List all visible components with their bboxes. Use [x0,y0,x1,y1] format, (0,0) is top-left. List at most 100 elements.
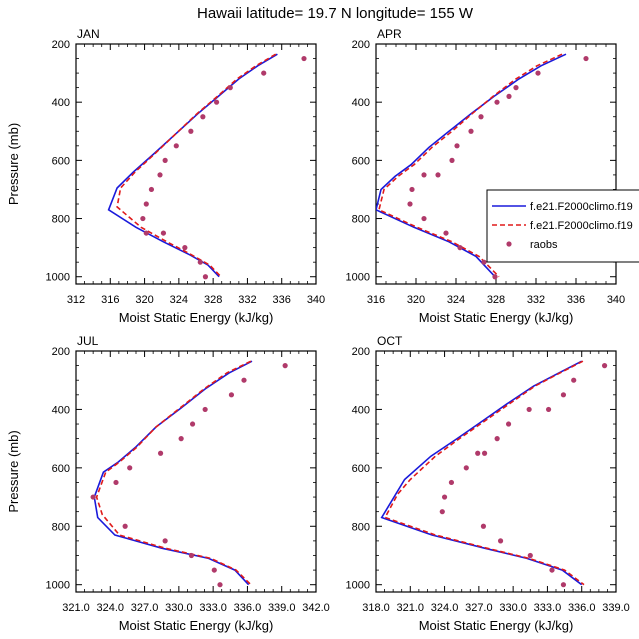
raobs-point [571,377,577,383]
raobs-point [601,363,608,369]
x-tick-label: 327.0 [465,602,493,614]
x-tick-label: 339.0 [268,602,296,614]
raobs-point [527,552,533,559]
x-tick-label: 320 [407,294,425,306]
raobs-point [407,201,413,207]
panel-label: APR [377,27,402,41]
model-line-dashed [383,360,585,586]
plot-area [380,360,608,588]
raobs-point [228,392,235,398]
plot-area [376,53,589,280]
raobs-point [480,523,487,529]
raobs-point [148,186,155,193]
panel-jul: JUL 321.0 324.0 327.0 330.0 333.0 336.0 339.0 34… [6,334,330,633]
plot-area [107,53,307,280]
model-line-solid [380,360,583,586]
x-tick-label: 333.0 [199,602,227,614]
x-tick-label: 336 [273,294,291,306]
raobs-point [162,538,168,544]
raobs-point [443,230,449,236]
raobs-point [160,230,167,236]
raobs-point [505,421,512,427]
y-tick-label: 200 [52,346,70,358]
raobs-point [213,99,220,105]
legend-marker [506,241,512,247]
raobs-point [494,99,500,105]
raobs-point [200,114,206,120]
raobs-point [463,465,469,471]
raobs-point [189,421,196,427]
plot-frame [75,43,317,285]
raobs-point [202,274,209,280]
raobs-point [122,523,128,529]
x-tick-label: 339.0 [602,602,630,614]
raobs-point [113,479,119,486]
raobs-point [478,114,484,120]
y-tick-label: 200 [52,39,70,51]
y-tick-label: 200 [352,39,370,51]
raobs-point [162,157,168,163]
raobs-point [173,143,179,149]
raobs-point [227,85,233,91]
x-tick-label: 330.0 [499,602,527,614]
legend-box [486,189,639,263]
x-tick-label: 332 [238,294,256,306]
y-tick-label: 400 [352,97,370,109]
legend: f.e21.F2000climo.f19 f.e21.F2000climo.f19… [486,189,639,263]
panel-label: OCT [377,334,403,348]
raobs-point [188,552,195,559]
raobs-point [143,201,149,207]
plot-area [90,360,288,588]
model-line-solid [93,360,253,586]
y-tick-label: 800 [52,521,70,533]
x-tick-label: 316 [101,294,119,306]
raobs-point [549,567,555,573]
y-tick-label: 600 [352,463,370,475]
raobs-point [409,186,415,193]
raobs-point [211,567,217,573]
raobs-point [535,70,541,76]
raobs-point [506,93,512,99]
raobs-point [457,245,463,251]
raobs-point [197,259,203,265]
raobs-point [448,479,455,486]
raobs-point [421,172,427,178]
y-tick-label: 1000 [346,272,370,284]
raobs-point [560,582,567,588]
panel-apr: APR 316 320 324 328 332 336 340 200 400 600 800 1000… [346,27,626,325]
y-tick-label: 1000 [46,580,70,592]
raobs-point [127,465,133,471]
x-tick-label: 333.0 [534,602,562,614]
x-tick-label: 324.0 [431,602,459,614]
raobs-point [157,172,163,178]
x-axis-label: Moist Static Energy (kJ/kg) [419,618,574,633]
raobs-point [439,509,445,515]
y-tick-label: 400 [52,97,70,109]
panel-label: JAN [77,27,100,41]
raobs-point [182,245,188,251]
model-line-solid [376,53,567,278]
x-tick-label: 336.0 [568,602,596,614]
raobs-point [435,172,441,178]
x-tick-label: 316 [367,294,385,306]
y-tick-label: 200 [352,346,370,358]
x-axis-label: Moist Static Energy (kJ/kg) [419,310,574,325]
x-tick-label: 340 [607,294,625,306]
raobs-point [188,128,194,134]
raobs-point [421,215,427,222]
x-tick-label: 340 [307,294,325,306]
x-tick-label: 330.0 [165,602,193,614]
x-tick-label: 324.0 [97,602,125,614]
raobs-point [140,215,146,222]
figure-title: Hawaii latitude= 19.7 N longitude= 155 W [197,5,474,22]
raobs-point [545,406,552,413]
legend-label: raobs [530,239,558,251]
x-tick-label: 324 [170,294,188,306]
y-tick-label: 600 [52,155,70,167]
legend-label: f.e21.F2000climo.f19 [530,220,633,232]
panels: JAN 312 316 320 324 328 332 336 340 200 400 600 800 1… [6,27,630,633]
y-tick-label: 400 [52,404,70,416]
raobs-point [143,230,149,236]
x-tick-label: 328 [204,294,222,306]
raobs-point [526,406,532,413]
